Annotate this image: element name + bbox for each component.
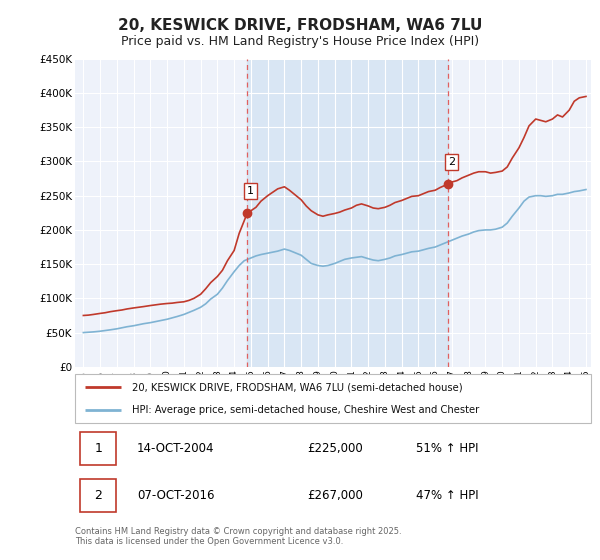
Text: £225,000: £225,000 xyxy=(307,442,363,455)
Text: 20, KESWICK DRIVE, FRODSHAM, WA6 7LU: 20, KESWICK DRIVE, FRODSHAM, WA6 7LU xyxy=(118,18,482,32)
Text: 14-OCT-2004: 14-OCT-2004 xyxy=(137,442,214,455)
Text: £267,000: £267,000 xyxy=(307,489,363,502)
FancyBboxPatch shape xyxy=(80,432,116,465)
Bar xyxy=(247,59,448,367)
Text: HPI: Average price, semi-detached house, Cheshire West and Chester: HPI: Average price, semi-detached house,… xyxy=(132,405,479,416)
Text: 1: 1 xyxy=(247,186,254,196)
Text: 47% ↑ HPI: 47% ↑ HPI xyxy=(416,489,478,502)
Text: 1: 1 xyxy=(94,442,102,455)
Text: 2: 2 xyxy=(94,489,102,502)
Text: 51% ↑ HPI: 51% ↑ HPI xyxy=(416,442,478,455)
Text: 2: 2 xyxy=(448,157,455,167)
Text: Price paid vs. HM Land Registry's House Price Index (HPI): Price paid vs. HM Land Registry's House … xyxy=(121,35,479,48)
Text: 07-OCT-2016: 07-OCT-2016 xyxy=(137,489,214,502)
FancyBboxPatch shape xyxy=(75,374,591,423)
FancyBboxPatch shape xyxy=(80,479,116,512)
Text: 20, KESWICK DRIVE, FRODSHAM, WA6 7LU (semi-detached house): 20, KESWICK DRIVE, FRODSHAM, WA6 7LU (se… xyxy=(132,382,463,393)
Text: Contains HM Land Registry data © Crown copyright and database right 2025.
This d: Contains HM Land Registry data © Crown c… xyxy=(75,526,401,546)
